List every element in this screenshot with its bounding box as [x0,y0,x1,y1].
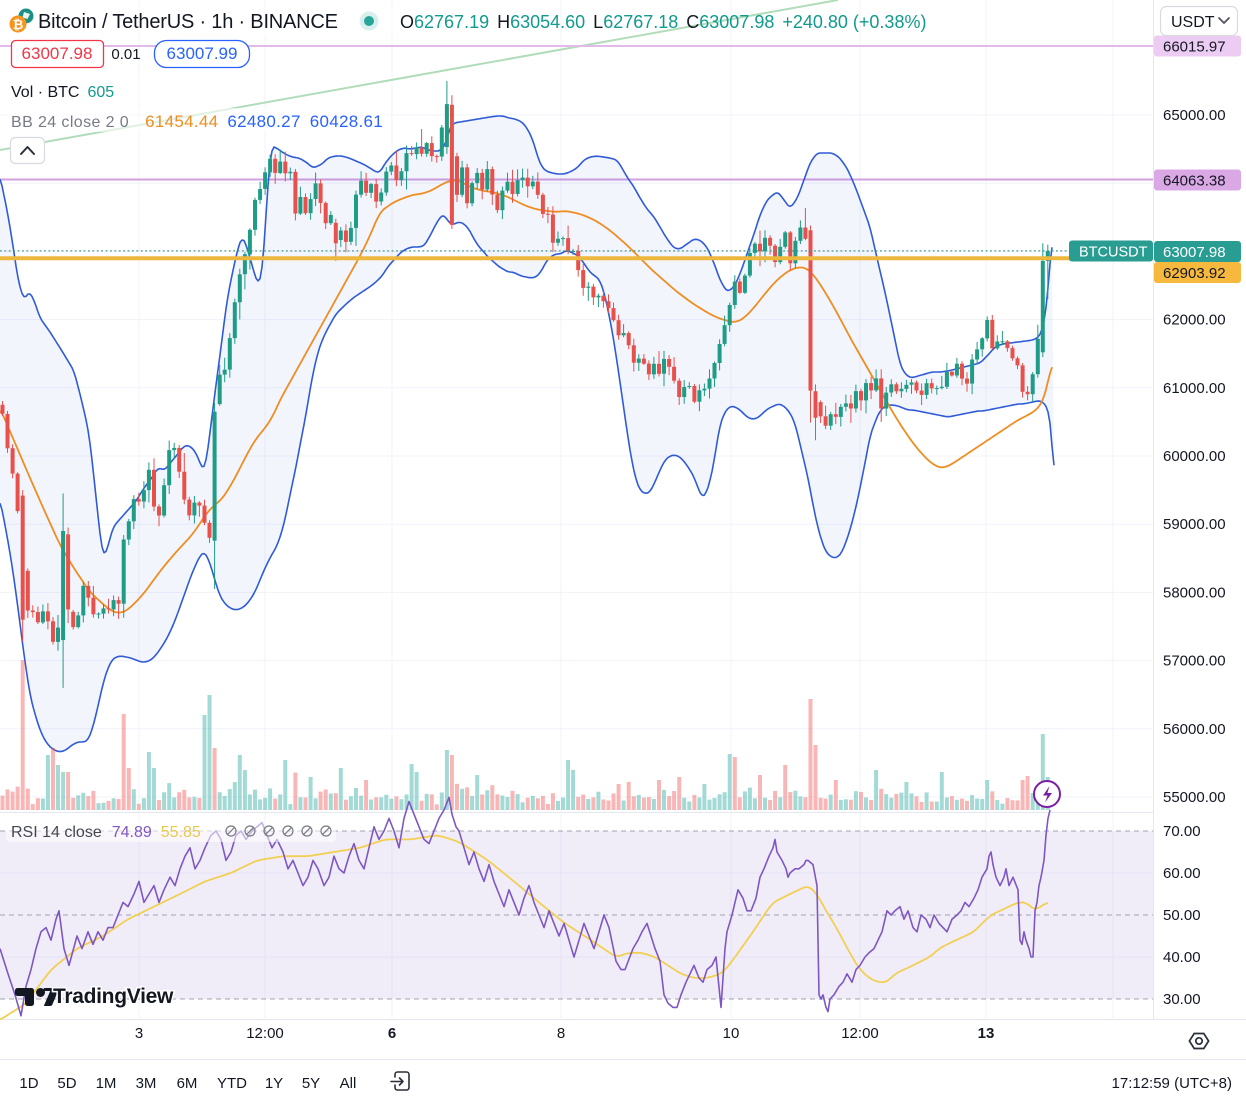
svg-text:5Y: 5Y [302,1075,320,1092]
svg-text:17:12:59 (UTC+8): 17:12:59 (UTC+8) [1112,1075,1232,1092]
svg-text:3M: 3M [136,1075,157,1092]
svg-text:66015.97: 66015.97 [1163,39,1226,56]
svg-text:62903.92: 62903.92 [1163,265,1226,282]
svg-text:64063.38: 64063.38 [1163,173,1226,190]
svg-text:50.00: 50.00 [1163,907,1201,924]
svg-text:0.01: 0.01 [111,46,140,63]
svg-text:8: 8 [557,1025,565,1042]
svg-text:59000.00: 59000.00 [1163,516,1226,533]
svg-text:58000.00: 58000.00 [1163,584,1226,601]
svg-text:6: 6 [388,1025,396,1042]
svg-text:57000.00: 57000.00 [1163,653,1226,670]
svg-text:1Y: 1Y [265,1075,283,1092]
svg-text:YTD: YTD [217,1075,247,1092]
svg-text:3: 3 [135,1025,143,1042]
svg-text:10: 10 [723,1025,740,1042]
svg-text:55000.00: 55000.00 [1163,789,1226,806]
svg-text:65000.00: 65000.00 [1163,107,1226,124]
svg-text:1M: 1M [96,1075,117,1092]
svg-text:60.00: 60.00 [1163,865,1201,882]
svg-text:62000.00: 62000.00 [1163,312,1226,329]
svg-text:12:00: 12:00 [246,1025,284,1042]
svg-text:All: All [340,1075,357,1092]
svg-text:13: 13 [978,1025,995,1042]
svg-text:6M: 6M [177,1075,198,1092]
svg-text:60000.00: 60000.00 [1163,448,1226,465]
svg-text:Bitcoin / TetherUS · 1h · BINA: Bitcoin / TetherUS · 1h · BINANCE [38,11,338,33]
svg-text:63007.98: 63007.98 [22,44,93,63]
svg-text:12:00: 12:00 [841,1025,879,1042]
svg-text:1D: 1D [19,1075,38,1092]
svg-text:30.00: 30.00 [1163,991,1201,1008]
svg-text:40.00: 40.00 [1163,949,1201,966]
svg-text:5D: 5D [57,1075,76,1092]
svg-text:61000.00: 61000.00 [1163,380,1226,397]
svg-text:56000.00: 56000.00 [1163,721,1226,738]
svg-text:TradingView: TradingView [53,985,174,1008]
svg-text:70.00: 70.00 [1163,823,1201,840]
svg-text:₿: ₿ [13,17,24,32]
svg-text:63007.98: 63007.98 [1163,244,1226,261]
svg-text:BTCUSDT: BTCUSDT [1079,245,1148,261]
svg-text:USDT: USDT [1171,14,1215,31]
svg-text:63007.99: 63007.99 [167,44,238,63]
